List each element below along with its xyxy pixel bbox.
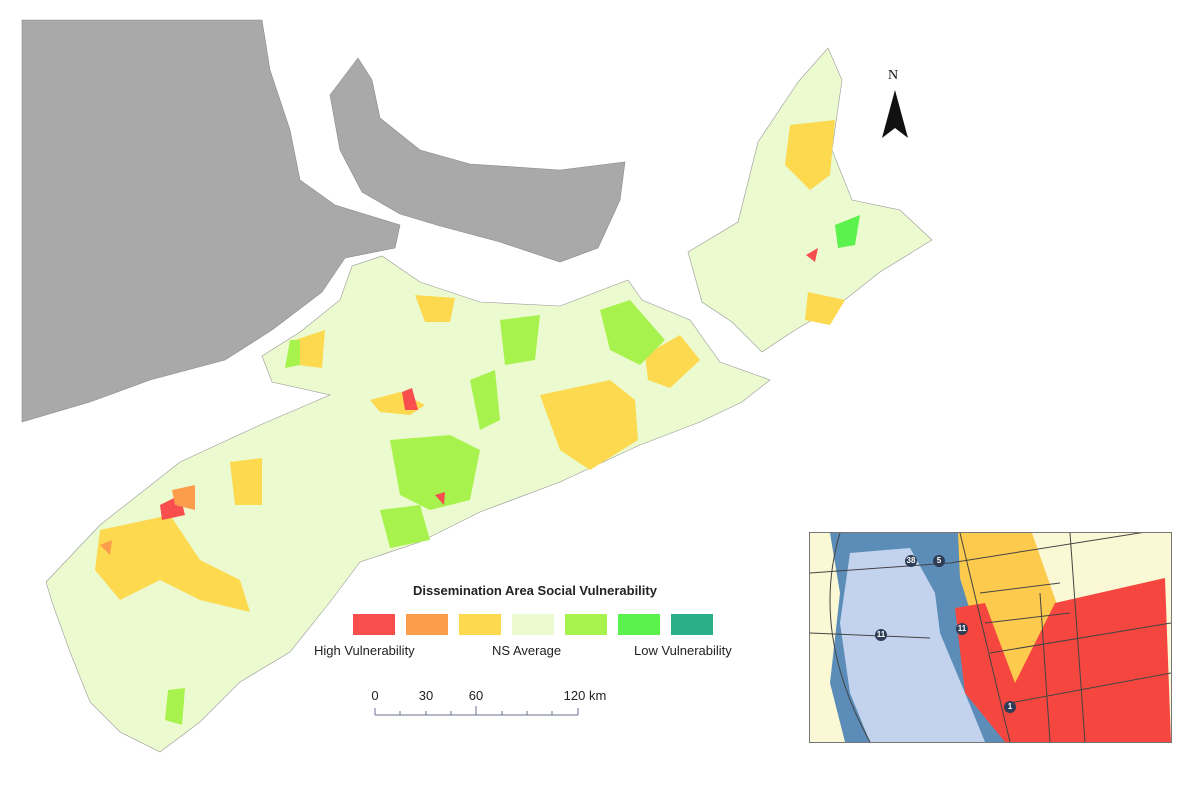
patch-low xyxy=(470,370,500,430)
patch-elevated xyxy=(172,485,195,510)
pei-landmass xyxy=(329,57,626,263)
patch-moderate xyxy=(230,458,262,505)
patch-low xyxy=(380,505,430,548)
legend-swatch-5 xyxy=(564,613,608,636)
scale-tick-label: 60 xyxy=(468,688,484,703)
legend-title: Dissemination Area Social Vulnerability xyxy=(413,583,657,598)
mainland-nova-scotia xyxy=(45,255,771,753)
legend-swatch-1 xyxy=(352,613,396,636)
inset-map-canvas xyxy=(810,533,1171,742)
road-label: 1 xyxy=(1004,701,1016,713)
scale-bar xyxy=(374,706,579,716)
scale-tick-label: 0 xyxy=(371,688,379,703)
legend-swatch-6 xyxy=(617,613,661,636)
scale-tick-label: 30 xyxy=(418,688,434,703)
patch-moderate xyxy=(805,292,845,325)
legend-swatch-7 xyxy=(670,613,714,636)
north-arrow-icon xyxy=(882,90,908,138)
inset-water xyxy=(840,548,985,742)
legend-swatches xyxy=(352,613,714,636)
patch-high xyxy=(435,492,445,505)
patch-moderate xyxy=(645,335,700,388)
patch-moderate xyxy=(415,295,455,322)
new-brunswick-landmass xyxy=(21,19,401,423)
patch-moderate xyxy=(785,120,835,190)
scale-tick-label: 120 km xyxy=(563,688,607,703)
road-label: 11 xyxy=(875,629,887,641)
patch-low xyxy=(500,315,540,365)
vulnerability-patches xyxy=(95,120,860,725)
legend-swatch-4 xyxy=(511,613,555,636)
patch-low xyxy=(165,688,185,725)
patch-low xyxy=(285,340,300,368)
road-label: 5 xyxy=(933,555,945,567)
patch-moderate xyxy=(540,380,638,470)
patch-low xyxy=(390,435,480,510)
cape-breton-island xyxy=(687,47,933,353)
legend-label-average: NS Average xyxy=(492,643,562,658)
legend-label-high: High Vulnerability xyxy=(314,643,415,658)
legend-swatch-2 xyxy=(405,613,449,636)
road-label: 38 xyxy=(905,555,917,567)
patch-high xyxy=(806,248,818,262)
patch-moderate xyxy=(95,515,250,612)
inset-roads xyxy=(810,533,1171,742)
patch-low xyxy=(835,215,860,248)
legend-label-low: Low Vulnerability xyxy=(634,643,732,658)
patch-elevated xyxy=(100,540,112,555)
north-label: N xyxy=(888,68,899,83)
patch-low xyxy=(600,300,665,365)
inset-map: 38 5 11 11 1 xyxy=(809,532,1172,743)
road-label: 11 xyxy=(956,623,968,635)
legend-swatch-3 xyxy=(458,613,502,636)
patch-high xyxy=(402,388,418,410)
patch-moderate xyxy=(295,330,325,368)
